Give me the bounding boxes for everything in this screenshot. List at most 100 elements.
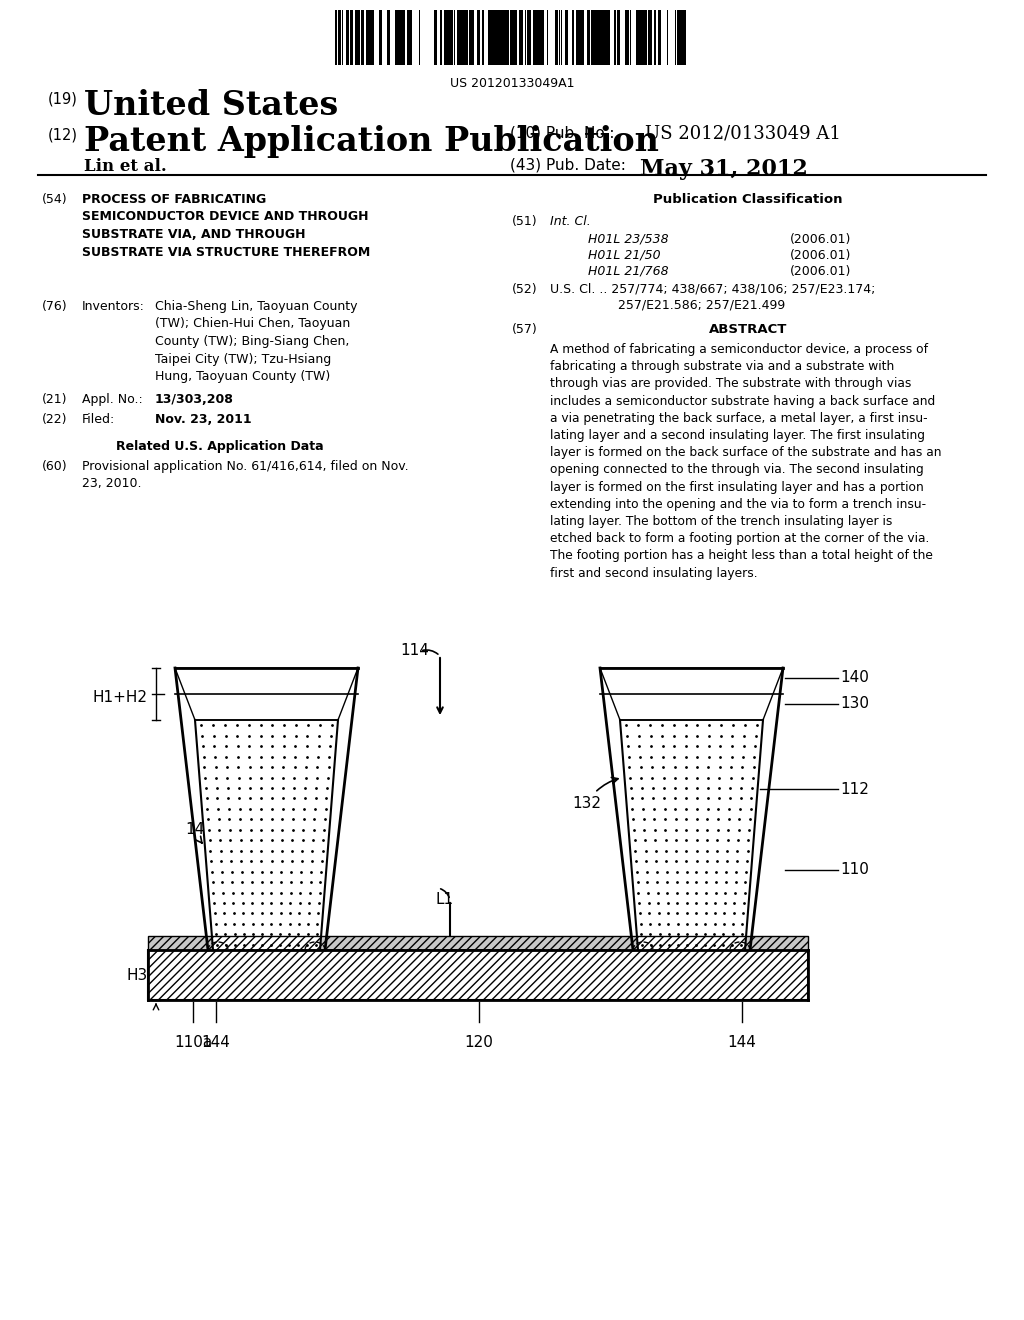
Text: 257/E21.586; 257/E21.499: 257/E21.586; 257/E21.499 (618, 298, 785, 312)
Bar (446, 11, 449, 65)
Bar (371, 11, 374, 65)
Bar (361, 11, 364, 65)
Text: US 20120133049A1: US 20120133049A1 (450, 77, 574, 90)
Bar (601, 11, 604, 65)
Text: H01L 21/50: H01L 21/50 (588, 249, 660, 261)
Text: (21): (21) (42, 393, 68, 407)
Text: Publication Classification: Publication Classification (653, 193, 843, 206)
Text: 13/303,208: 13/303,208 (155, 393, 233, 407)
Bar (587, 11, 590, 65)
Bar (637, 11, 640, 65)
Text: Related U.S. Application Data: Related U.S. Application Data (116, 440, 324, 453)
Text: United States: United States (84, 88, 338, 121)
Text: H3: H3 (127, 968, 148, 982)
Bar (519, 11, 521, 65)
Text: (43) Pub. Date:: (43) Pub. Date: (510, 158, 626, 173)
Text: H01L 23/538: H01L 23/538 (588, 234, 669, 246)
Bar (654, 11, 656, 65)
Bar (465, 11, 468, 65)
Text: U.S. Cl. .. 257/774; 438/667; 438/106; 257/E23.174;: U.S. Cl. .. 257/774; 438/667; 438/106; 2… (550, 282, 876, 296)
Text: 144: 144 (728, 1035, 757, 1049)
Bar (346, 11, 348, 65)
Bar (542, 11, 544, 65)
Bar (148, 950, 808, 1001)
Bar (599, 11, 601, 65)
Bar (604, 11, 606, 65)
Bar (434, 11, 437, 65)
Text: ABSTRACT: ABSTRACT (709, 323, 787, 337)
Bar (350, 11, 353, 65)
Bar (521, 11, 523, 65)
Bar (511, 11, 513, 65)
Bar (650, 11, 652, 65)
Bar (400, 11, 403, 65)
Bar (471, 11, 474, 65)
Polygon shape (620, 719, 763, 950)
Text: L1: L1 (436, 892, 454, 907)
Bar (614, 11, 616, 65)
Bar (640, 11, 642, 65)
Text: (57): (57) (512, 323, 538, 337)
Text: (60): (60) (42, 459, 68, 473)
Bar (514, 11, 517, 65)
Text: Provisional application No. 61/416,614, filed on Nov.
23, 2010.: Provisional application No. 61/416,614, … (82, 459, 409, 491)
Bar (537, 11, 540, 65)
Bar (463, 11, 465, 65)
Text: (19): (19) (48, 92, 78, 107)
Bar (460, 11, 463, 65)
Bar (648, 11, 650, 65)
Text: (2006.01): (2006.01) (790, 249, 851, 261)
Bar (643, 11, 645, 65)
Text: Chia-Sheng Lin, Taoyuan County
(TW); Chien-Hui Chen, Taoyuan
County (TW); Bing-S: Chia-Sheng Lin, Taoyuan County (TW); Chi… (155, 300, 357, 383)
Text: Patent Application Publication: Patent Application Publication (84, 125, 658, 158)
Bar (398, 11, 400, 65)
Bar (625, 11, 628, 65)
Bar (488, 11, 490, 65)
Bar (469, 11, 471, 65)
Text: (2006.01): (2006.01) (790, 234, 851, 246)
Text: 142: 142 (185, 822, 214, 843)
Bar (534, 11, 536, 65)
Bar (148, 936, 808, 950)
Text: H1+H2: H1+H2 (93, 689, 148, 705)
Bar (450, 11, 453, 65)
Bar (658, 11, 660, 65)
Bar (575, 11, 579, 65)
Bar (387, 11, 390, 65)
Bar (540, 11, 542, 65)
Text: Appl. No.:: Appl. No.: (82, 393, 142, 407)
Bar (495, 11, 497, 65)
Text: (2006.01): (2006.01) (790, 265, 851, 279)
Bar (507, 11, 509, 65)
Bar (355, 11, 357, 65)
Bar (555, 11, 558, 65)
Polygon shape (600, 668, 783, 719)
Text: US 2012/0133049 A1: US 2012/0133049 A1 (645, 125, 841, 143)
Text: 110a: 110a (174, 1035, 212, 1049)
Bar (597, 11, 599, 65)
Bar (565, 11, 568, 65)
Bar (449, 11, 450, 65)
Text: Inventors:: Inventors: (82, 300, 144, 313)
Bar (579, 11, 582, 65)
Text: (10) Pub. No.:: (10) Pub. No.: (510, 125, 614, 140)
Bar (148, 936, 808, 950)
Bar (504, 11, 507, 65)
Text: PROCESS OF FABRICATING
SEMICONDUCTOR DEVICE AND THROUGH
SUBSTRATE VIA, AND THROU: PROCESS OF FABRICATING SEMICONDUCTOR DEV… (82, 193, 371, 259)
Bar (682, 11, 685, 65)
Text: 110: 110 (840, 862, 869, 876)
Text: 144: 144 (202, 1035, 230, 1049)
Bar (408, 11, 410, 65)
Bar (617, 11, 618, 65)
Text: (51): (51) (512, 215, 538, 228)
Text: Filed:: Filed: (82, 413, 116, 426)
Polygon shape (175, 668, 358, 719)
Bar (335, 11, 337, 65)
Text: Lin et al.: Lin et al. (84, 158, 167, 176)
Text: May 31, 2012: May 31, 2012 (640, 158, 808, 180)
Text: Nov. 23, 2011: Nov. 23, 2011 (155, 413, 252, 426)
Text: 112: 112 (840, 781, 869, 796)
Bar (606, 11, 608, 65)
Bar (492, 11, 494, 65)
Text: (12): (12) (48, 128, 78, 143)
